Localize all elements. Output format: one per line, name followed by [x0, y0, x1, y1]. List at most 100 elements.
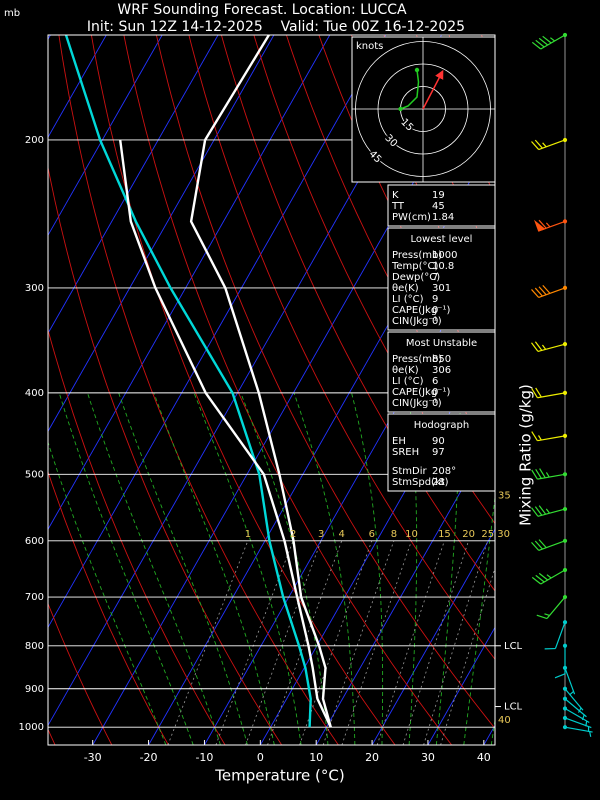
chart-title: WRF Sounding Forecast. Location: LUCCA [117, 2, 407, 18]
x-tick-label: -20 [140, 751, 158, 764]
barb-half [577, 707, 582, 713]
barb-station [562, 538, 568, 543]
barb-full [531, 141, 540, 150]
barb-staff [564, 698, 587, 718]
plot-area [48, 35, 495, 745]
profile-line [119, 139, 332, 728]
barb-staff [538, 139, 566, 151]
barb-half [541, 344, 547, 350]
moist-adiabat [435, 392, 461, 745]
barb-station [562, 137, 568, 143]
info-panel: Lowest level Press(mb)1000Temp(°C)10.8Dew… [387, 227, 496, 331]
moist-adiabat [193, 392, 302, 745]
barb-station [562, 594, 568, 600]
barb-station [562, 472, 568, 477]
dry-adiabat [58, 35, 339, 745]
barb-staff [537, 343, 566, 352]
x-tick-label: 10 [309, 751, 323, 764]
mixing-ratio-label: 8 [391, 529, 397, 540]
barb-full [538, 286, 547, 296]
hodograph-trace [400, 69, 420, 110]
barb-station [562, 643, 568, 648]
hodograph-point [414, 67, 420, 73]
info-label: TT [391, 201, 405, 212]
y-tick-label: 1000 [19, 722, 44, 733]
wind-barb [562, 706, 590, 727]
moist-adiabat [87, 392, 221, 745]
info-panel: Hodograph EH 90 SREH 97 StmDir 208°StmSpd(kt)2… [387, 413, 496, 492]
info-label: K [392, 190, 399, 201]
barb-pennant [533, 219, 546, 232]
hodograph-unit: knots [356, 41, 383, 52]
isotherm [48, 35, 219, 335]
info-label: StmDir [392, 466, 427, 477]
mixing-ratio-label: 15 [438, 529, 451, 540]
isotherm [483, 724, 495, 745]
barb-full [535, 387, 542, 398]
barb-station [562, 32, 568, 38]
info-value: 6 [432, 376, 438, 387]
barb-staff [540, 569, 566, 585]
dry-adiabat [90, 35, 396, 745]
isotherm [48, 35, 275, 433]
barb-staff [564, 726, 593, 733]
wind-barb [562, 715, 592, 732]
info-label: Temp(°C) [391, 261, 439, 272]
barb-half [542, 142, 547, 148]
info-panel-box [387, 413, 496, 492]
info-label: CIN(Jkg⁻¹) [392, 398, 442, 409]
y-tick-label: 300 [25, 283, 44, 294]
barb-full [534, 341, 543, 351]
barb-staff [546, 596, 566, 619]
info-value: 90 [432, 436, 445, 447]
wind-barb [531, 137, 568, 151]
barb-full [531, 388, 538, 399]
lcl-label: LCL [504, 702, 523, 713]
dry-adiabat [48, 165, 283, 745]
mixing-ratio-line [440, 566, 495, 745]
wind-barb [562, 686, 584, 713]
barb-half [544, 613, 550, 617]
barb-half [546, 574, 552, 579]
y-tick-label: 500 [25, 469, 44, 480]
moist-adiabat [407, 392, 418, 745]
info-label: CAPE(Jkg⁻¹) [392, 387, 450, 398]
mixing-ratio-line [167, 540, 249, 745]
info-value: 208° [432, 466, 456, 477]
barb-station [562, 706, 568, 711]
wind-barb [533, 219, 568, 232]
info-value: 45 [432, 201, 445, 212]
dry-adiabat [48, 328, 226, 745]
isotherm [315, 430, 495, 745]
info-label: Press(mb) [392, 354, 442, 365]
mixing-ratio-line [423, 540, 489, 745]
barb-staff [537, 435, 566, 442]
barb-full [538, 539, 547, 549]
barb-station [562, 725, 568, 730]
barb-full [535, 39, 545, 48]
wind-barb [531, 468, 568, 480]
info-label: LI (°C) [392, 294, 424, 305]
barb-full [539, 468, 546, 479]
wind-barb [531, 387, 568, 399]
wind-barb [531, 341, 568, 352]
y-tick-label: 200 [25, 135, 44, 146]
barb-half [550, 37, 555, 42]
y-tick-label: 400 [25, 388, 44, 399]
barb-full [534, 139, 543, 149]
wind-barb [531, 505, 568, 517]
y-tick-label: 700 [25, 592, 44, 603]
info-value: 10.8 [432, 261, 454, 272]
wind-barb [562, 696, 587, 721]
barb-full [531, 431, 538, 442]
info-value: 306 [432, 365, 451, 376]
info-label: θe(K) [392, 365, 419, 376]
barb-full [534, 540, 543, 550]
info-value: 850 [432, 354, 451, 365]
mixing-ratio-label: 20 [462, 529, 475, 540]
barb-half [545, 508, 551, 514]
barb-staff [564, 688, 584, 711]
info-label: LI (°C) [392, 376, 424, 387]
